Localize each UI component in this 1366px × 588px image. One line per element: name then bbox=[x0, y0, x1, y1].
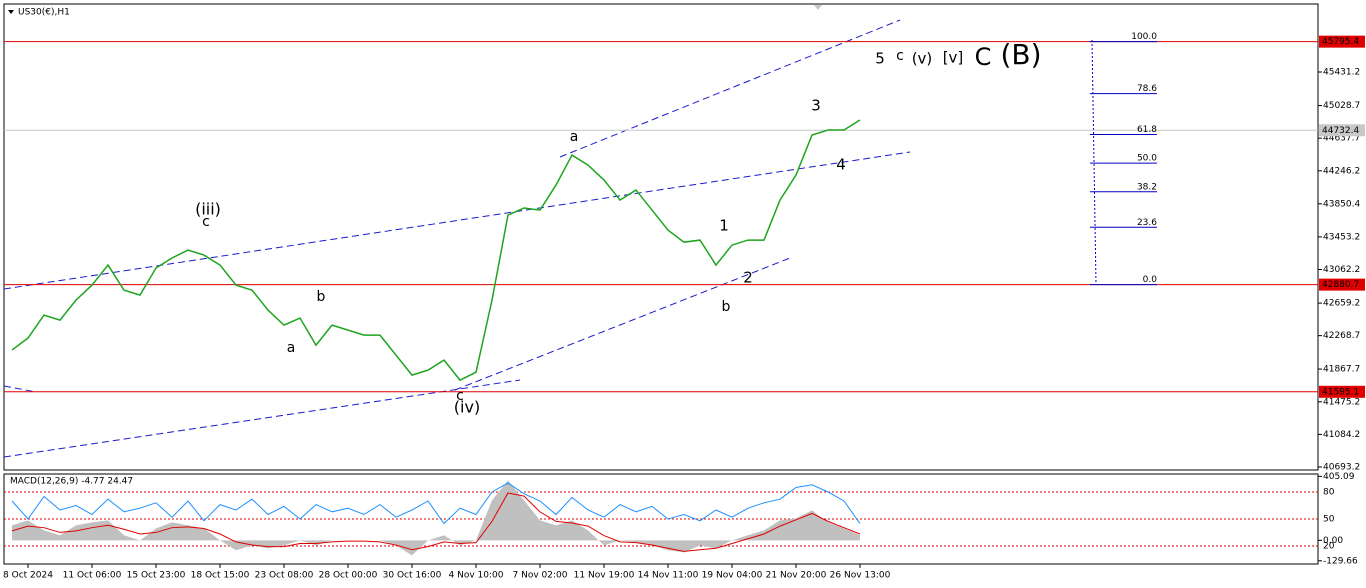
wave-label: [v] bbox=[943, 49, 964, 67]
wave-label: c bbox=[896, 48, 904, 64]
wave-label: b bbox=[722, 299, 731, 315]
wave-label: 2 bbox=[743, 269, 753, 287]
macd-title: MACD(12,26,9) -4.77 24.47 bbox=[10, 477, 133, 487]
x-tick-label: 30 Oct 16:00 bbox=[383, 571, 442, 581]
x-tick-label: 21 Nov 20:00 bbox=[766, 571, 827, 581]
x-tick-label: 7 Nov 02:00 bbox=[513, 571, 568, 581]
y-tick-label: 41084.2 bbox=[1323, 430, 1360, 440]
y-tick-label: -129.66 bbox=[1323, 556, 1358, 566]
wave-label: 1 bbox=[719, 217, 729, 235]
price-label-box bbox=[1319, 35, 1365, 48]
y-tick-label: 44246.2 bbox=[1323, 166, 1360, 176]
price-label: 41595.1 bbox=[1322, 387, 1359, 397]
y-tick-label: 43453.2 bbox=[1323, 232, 1360, 242]
trend-line bbox=[3, 379, 521, 458]
y-tick-label: 42659.2 bbox=[1323, 299, 1360, 309]
x-tick-label: 11 Oct 06:00 bbox=[63, 571, 122, 581]
x-tick-label: 18 Oct 15:00 bbox=[191, 571, 250, 581]
trend-line bbox=[3, 151, 911, 290]
x-tick-label: 26 Nov 13:00 bbox=[830, 571, 891, 581]
price-label-box bbox=[1319, 385, 1365, 398]
price-label: 44732.4 bbox=[1322, 126, 1359, 136]
wave-label: b bbox=[317, 289, 326, 305]
y-tick-label: 43062.2 bbox=[1323, 265, 1360, 275]
trend-line bbox=[454, 257, 791, 391]
y-tick-label: 43850.4 bbox=[1323, 199, 1360, 209]
y2-tick-label: 80 bbox=[1323, 488, 1335, 498]
wave-label: 4 bbox=[836, 156, 846, 174]
y2-tick-label: 20 bbox=[1323, 542, 1335, 552]
x-tick-label: 28 Oct 00:00 bbox=[319, 571, 378, 581]
fib-label: 61.8 bbox=[1137, 125, 1157, 135]
wave-label: 3 bbox=[811, 97, 821, 115]
price-label-box bbox=[1319, 124, 1365, 137]
histogram-area bbox=[12, 480, 860, 556]
price-label-box bbox=[1319, 278, 1365, 291]
wave-label: c bbox=[202, 214, 210, 230]
x-tick-label: 8 Oct 2024 bbox=[3, 571, 53, 581]
y-tick-label: 40693.2 bbox=[1323, 462, 1360, 472]
wave-label: c bbox=[456, 388, 464, 404]
wave-label: (iii) bbox=[195, 200, 221, 219]
scroll-marker bbox=[814, 5, 822, 10]
x-tick-label: 15 Oct 23:00 bbox=[127, 571, 186, 581]
indicator-line bbox=[11, 492, 861, 552]
x-tick-label: 4 Nov 10:00 bbox=[449, 571, 504, 581]
y-tick-label: 41475.2 bbox=[1323, 397, 1360, 407]
y-tick-label: 45431.2 bbox=[1323, 68, 1360, 78]
wave-label: C bbox=[975, 43, 992, 71]
fib-label: 50.0 bbox=[1137, 154, 1157, 164]
x-tick-label: 11 Nov 19:00 bbox=[574, 571, 635, 581]
fib-label: 100.0 bbox=[1131, 32, 1157, 42]
wave-label: a bbox=[570, 129, 579, 145]
y-tick-label: 42268.7 bbox=[1323, 331, 1360, 341]
menu-arrow bbox=[8, 10, 14, 14]
fib-label: 0.0 bbox=[1143, 275, 1158, 285]
x-tick-label: 14 Nov 11:00 bbox=[638, 571, 699, 581]
fib-label: 23.6 bbox=[1137, 218, 1157, 228]
y-tick-label: 0.00 bbox=[1323, 536, 1343, 546]
trend-line bbox=[3, 385, 37, 393]
y-tick-label: 45028.7 bbox=[1323, 101, 1360, 111]
wave-label: (v) bbox=[912, 50, 933, 68]
y-tick-label: 44637.7 bbox=[1323, 134, 1360, 144]
price-label: 42880.7 bbox=[1322, 280, 1359, 290]
wave-label: (B) bbox=[1000, 38, 1041, 71]
fib-label: 78.6 bbox=[1137, 84, 1157, 94]
y-tick-label: 405.09 bbox=[1323, 472, 1355, 482]
y-tick-label: 41867.7 bbox=[1323, 365, 1360, 375]
wave-label: 5 bbox=[875, 50, 885, 68]
fib-label: 38.2 bbox=[1137, 182, 1157, 192]
x-tick-label: 19 Nov 04:00 bbox=[702, 571, 763, 581]
fib-stem bbox=[1091, 39, 1097, 285]
price-line bbox=[11, 119, 861, 382]
wave-label: (iv) bbox=[454, 398, 480, 417]
wave-label: a bbox=[287, 340, 296, 356]
price-label: 45795.4 bbox=[1322, 37, 1359, 47]
x-tick-label: 23 Oct 08:00 bbox=[255, 571, 314, 581]
indicator-line bbox=[11, 482, 861, 525]
trend-line bbox=[559, 19, 901, 158]
chart-title: US30(€),H1 bbox=[18, 8, 70, 18]
y2-tick-label: 50 bbox=[1323, 515, 1335, 525]
